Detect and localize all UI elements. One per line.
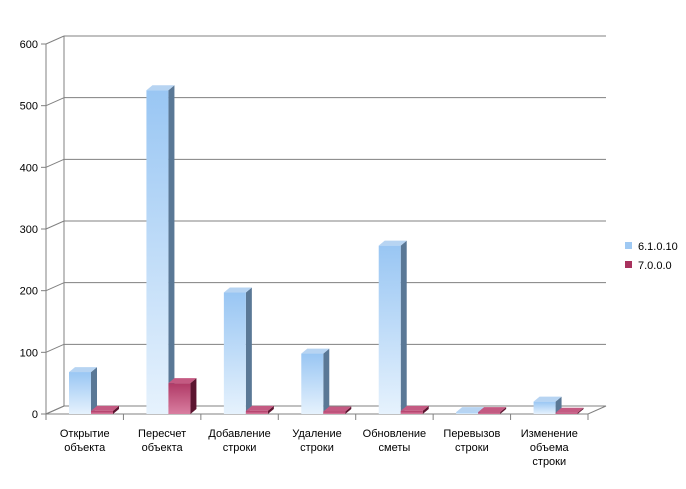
category-label: Перевызов строки [443,428,500,454]
y-tick-label: 500 [20,101,38,113]
bar-6.1.0.10-6 [533,401,556,414]
bar-side-7.0.0.0 [113,405,119,414]
bar-6.1.0.10-1 [146,90,169,414]
category-label-line: Добавление [208,428,270,440]
bar-side-7.0.0.0 [345,406,352,414]
y-tick-label: 300 [20,224,38,236]
bar-7.0.0.0-2 [245,410,268,414]
bar-7.0.0.0-5 [478,412,501,414]
y-tick-label: 100 [20,347,38,359]
bar-side-7.0.0.0 [190,378,197,414]
category-label-line: Перевызов [443,428,500,440]
bar-top-7.0.0.0 [400,405,429,411]
bar-side-7.0.0.0 [267,405,274,414]
gridline-side [45,35,65,45]
bar-side-6.1.0.10 [245,287,252,414]
bar-7.0.0.0-3 [323,411,346,414]
bar-top-6.1.0.10 [378,240,407,246]
bar-side-6.1.0.10 [323,348,330,414]
bar-top-7.0.0.0 [245,405,274,411]
category-label: Изменение объема строки [521,428,578,468]
bar-top-6.1.0.10 [301,348,330,354]
category-label: Удаление строки [292,428,342,454]
gridline-side [45,97,65,107]
bar-7.0.0.0-0 [91,410,113,414]
legend: 6.1.0.10 7.0.0.0 [625,241,678,272]
category-label-line: объема [530,442,570,454]
bar-7.0.0.0-1 [168,383,191,414]
bar-side-7.0.0.0 [577,407,584,414]
bar-top-6.1.0.10 [456,407,485,413]
gridline-side [45,158,65,168]
bar-side-6.1.0.10 [168,85,175,414]
legend-label: 6.1.0.10 [638,241,678,253]
category-label: Добавление строки [208,428,270,454]
bar-side-6.1.0.10 [91,367,97,414]
category-label-line: строки [300,442,334,454]
bar-side-7.0.0.0 [422,405,429,414]
category-label-line: Удаление [292,428,342,440]
bar-top-6.1.0.10 [69,367,97,373]
bar-top-7.0.0.0 [91,405,119,411]
bar-top-7.0.0.0 [323,406,352,412]
bar-6.1.0.10-3 [301,353,324,414]
y-tick-label: 400 [20,162,38,174]
bars [69,85,584,414]
legend-swatch [625,261,632,268]
bar-7.0.0.0-4 [400,410,423,414]
gridline-side [45,343,65,353]
bar-6.1.0.10-5 [456,412,479,414]
category-label: Пересчет объекта [138,428,186,454]
bar-top-7.0.0.0 [168,378,197,384]
category-label-line: Открытие [60,428,110,440]
bar-6.1.0.10-2 [223,292,246,414]
category-label-line: строки [223,442,257,454]
bar-top-7.0.0.0 [478,407,507,413]
y-tick-label: 600 [20,39,38,51]
category-label-line: объекта [142,442,184,454]
legend-swatch [625,242,632,249]
category-label-line: объекта [64,442,106,454]
bar-side-6.1.0.10 [400,240,407,414]
category-label: Открытие объекта [60,428,110,454]
bar-6.1.0.10-4 [378,245,401,414]
bar-7.0.0.0-6 [555,412,578,414]
legend-label: 7.0.0.0 [638,260,672,272]
bar-top-6.1.0.10 [533,396,562,402]
category-label-line: строки [455,442,489,454]
category-label: Обновление сметы [363,428,427,454]
bar-6.1.0.10-0 [69,372,91,414]
y-tick-label: 0 [32,409,38,421]
bar-side-7.0.0.0 [500,407,507,414]
y-tick-label: 200 [20,286,38,298]
gridline-side [45,282,65,292]
category-label-line: Пересчет [138,428,186,440]
bar-top-6.1.0.10 [146,85,175,91]
category-label-line: сметы [379,442,411,454]
category-label-line: Обновление [363,428,427,440]
bar-top-7.0.0.0 [555,407,584,413]
category-label-line: строки [532,456,566,468]
bar-top-6.1.0.10 [223,287,252,293]
gridline-side [45,220,65,230]
category-label-line: Изменение [521,428,578,440]
